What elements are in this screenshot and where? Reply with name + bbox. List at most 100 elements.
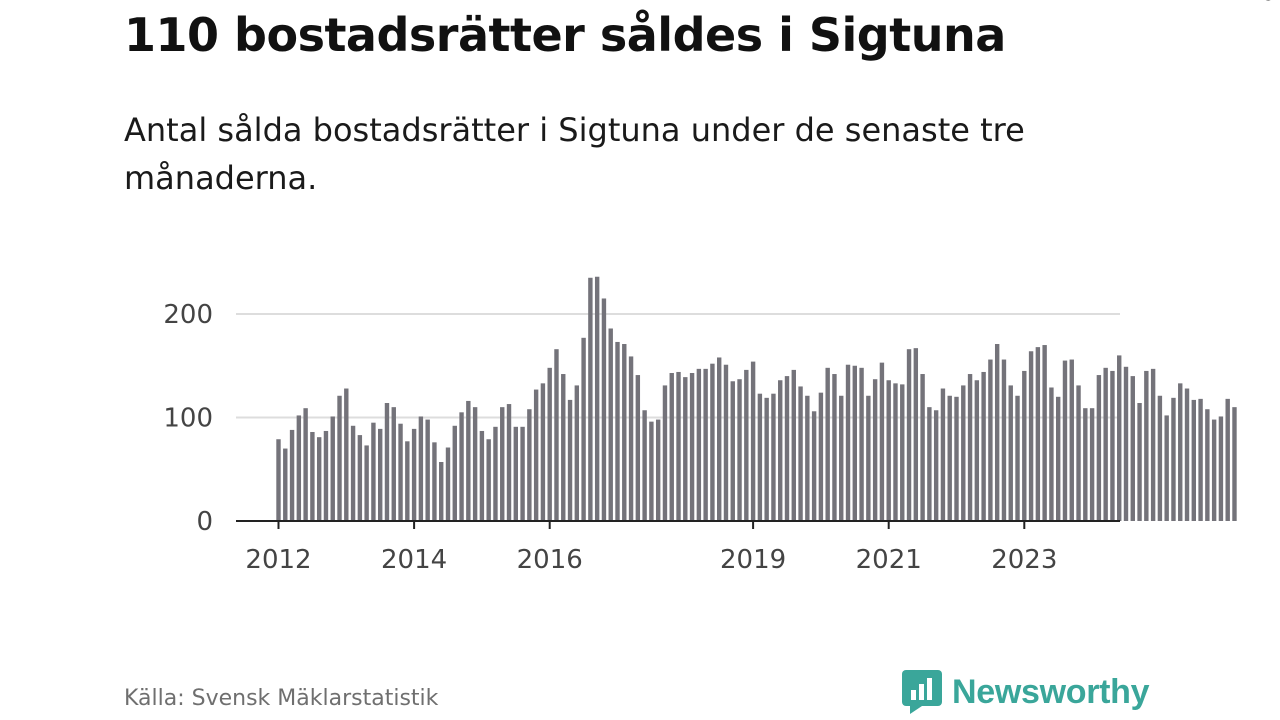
bar — [588, 277, 593, 521]
newsworthy-logo[interactable]: Newsworthy — [902, 670, 1150, 714]
bar — [1123, 366, 1129, 521]
bar — [737, 379, 742, 521]
bar — [1178, 383, 1183, 522]
bar — [344, 388, 349, 521]
bar — [683, 377, 688, 521]
source-note: Källa: Svensk Mäklarstatistik — [124, 686, 439, 711]
bar — [310, 431, 315, 521]
x-tick-label: 2019 — [720, 545, 786, 575]
bar — [615, 341, 620, 521]
bar — [757, 393, 763, 521]
bar — [947, 395, 952, 521]
bar — [425, 419, 430, 521]
bar — [1171, 397, 1176, 521]
x-tick-label: 2021 — [856, 545, 922, 575]
bar — [486, 439, 491, 522]
bar — [1103, 367, 1108, 521]
y-tick-label: 200 — [163, 300, 213, 330]
bar — [730, 381, 735, 521]
bar — [778, 380, 783, 521]
bar — [1117, 355, 1122, 521]
bar — [445, 447, 451, 521]
y-tick-label: 0 — [196, 507, 213, 537]
bar — [703, 368, 708, 521]
bar — [798, 386, 803, 521]
bar — [316, 437, 322, 521]
axes — [236, 520, 1120, 529]
bar — [296, 415, 302, 521]
bar — [764, 397, 769, 521]
bar — [1205, 409, 1210, 521]
bar — [717, 357, 722, 521]
bar — [839, 395, 844, 521]
bar — [513, 426, 518, 521]
bar — [1144, 370, 1149, 521]
bar — [1035, 347, 1041, 521]
bar — [283, 448, 288, 521]
bar — [398, 423, 403, 521]
bar — [1096, 375, 1102, 521]
bar — [696, 368, 702, 521]
bar — [920, 374, 925, 521]
x-tick-label: 2016 — [517, 545, 583, 575]
y-tick-label: 100 — [163, 404, 213, 434]
bar — [1083, 408, 1088, 521]
bar — [506, 404, 512, 521]
bar — [649, 421, 654, 521]
bar — [1232, 407, 1237, 521]
bar — [581, 337, 586, 521]
x-tick-label: 2023 — [991, 545, 1057, 575]
bar — [818, 392, 824, 521]
bar — [1042, 345, 1047, 521]
bar — [418, 416, 424, 521]
bar — [1001, 359, 1007, 521]
bar — [540, 383, 546, 522]
bar — [1218, 416, 1224, 521]
bar — [852, 365, 857, 521]
bar — [289, 429, 295, 521]
bar — [500, 407, 505, 521]
bar — [669, 373, 674, 521]
bar — [547, 367, 552, 521]
chart-title: 110 bostadsrätter såldes i Sigtuna — [124, 8, 1006, 62]
bar — [879, 362, 885, 521]
bar — [940, 388, 946, 521]
bar — [784, 376, 790, 521]
bar — [1184, 388, 1190, 521]
bar — [337, 395, 342, 521]
bar — [771, 393, 776, 521]
bar — [893, 383, 898, 522]
bar — [635, 375, 641, 521]
bar — [574, 385, 580, 521]
bar — [567, 399, 573, 521]
bar — [622, 344, 627, 521]
bar — [906, 349, 912, 521]
bar — [744, 369, 749, 521]
bar — [466, 400, 471, 521]
bar — [384, 403, 390, 521]
bar — [655, 419, 661, 521]
bar — [357, 435, 363, 521]
newsworthy-logo-icon — [902, 670, 942, 714]
bar — [913, 348, 919, 521]
bar — [791, 369, 796, 521]
x-tick-label: 2012 — [245, 545, 311, 575]
bar — [520, 426, 525, 521]
bar — [1130, 376, 1135, 521]
bar — [811, 411, 817, 521]
brand-name: Newsworthy — [952, 672, 1150, 711]
bar — [900, 384, 905, 521]
bar — [1150, 368, 1156, 521]
labels: 0 100 200 2012 2014 2016 2019 2021 2023 110 — [163, 0, 1276, 575]
bar — [303, 408, 308, 521]
bar — [845, 364, 851, 521]
bar — [330, 416, 335, 521]
bar — [1056, 396, 1061, 521]
bar — [323, 430, 329, 521]
bar — [350, 425, 356, 521]
bar — [439, 462, 444, 521]
bar — [472, 407, 478, 521]
bar — [872, 379, 878, 521]
bar — [432, 442, 437, 521]
